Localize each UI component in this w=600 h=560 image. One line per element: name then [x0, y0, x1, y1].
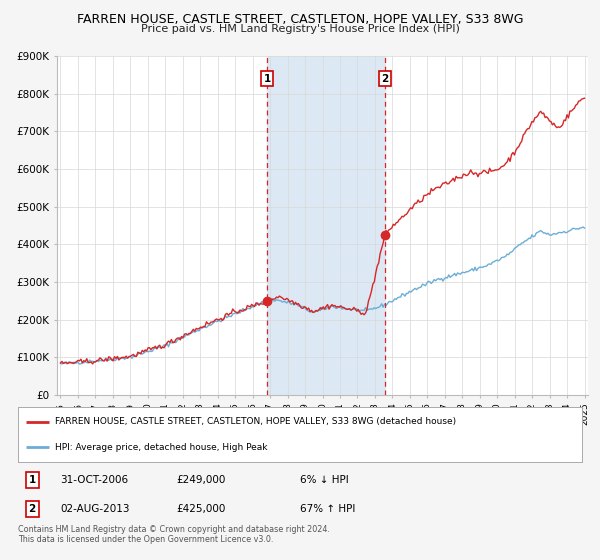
Text: Contains HM Land Registry data © Crown copyright and database right 2024.: Contains HM Land Registry data © Crown c…: [18, 525, 330, 534]
Text: This data is licensed under the Open Government Licence v3.0.: This data is licensed under the Open Gov…: [18, 535, 274, 544]
Text: 31-OCT-2006: 31-OCT-2006: [60, 475, 128, 485]
Text: £425,000: £425,000: [176, 504, 225, 514]
Text: 2: 2: [28, 504, 36, 514]
Text: FARREN HOUSE, CASTLE STREET, CASTLETON, HOPE VALLEY, S33 8WG: FARREN HOUSE, CASTLE STREET, CASTLETON, …: [77, 13, 523, 26]
Text: 1: 1: [28, 475, 36, 485]
Text: HPI: Average price, detached house, High Peak: HPI: Average price, detached house, High…: [55, 443, 267, 452]
Text: 1: 1: [263, 73, 271, 83]
Text: 67% ↑ HPI: 67% ↑ HPI: [300, 504, 355, 514]
Text: £249,000: £249,000: [176, 475, 225, 485]
Bar: [267, 56, 385, 395]
Text: Price paid vs. HM Land Registry's House Price Index (HPI): Price paid vs. HM Land Registry's House …: [140, 24, 460, 34]
Text: 2: 2: [382, 73, 389, 83]
Text: FARREN HOUSE, CASTLE STREET, CASTLETON, HOPE VALLEY, S33 8WG (detached house): FARREN HOUSE, CASTLE STREET, CASTLETON, …: [55, 417, 456, 426]
Text: 02-AUG-2013: 02-AUG-2013: [60, 504, 130, 514]
Text: 6% ↓ HPI: 6% ↓ HPI: [300, 475, 349, 485]
